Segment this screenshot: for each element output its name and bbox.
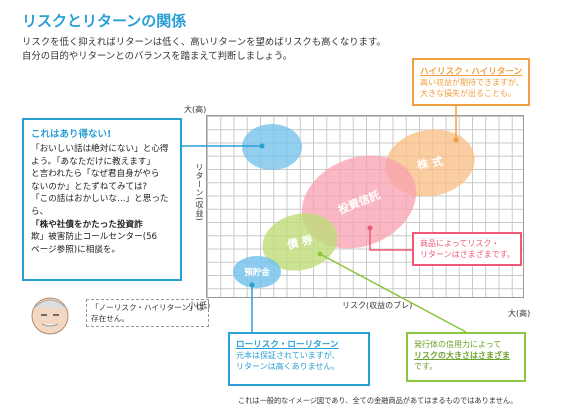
lead-text-1: リスクを低く抑えればリターンは低く、高いリターンを望めばリスクも高くなります。	[22, 37, 386, 48]
x-axis-high-label: 大(高)	[508, 309, 531, 318]
deposit-label: 預貯金	[244, 268, 270, 278]
callout-high-risk-line: 高い収益が期待できますが、	[420, 78, 524, 87]
callout-product-varies-line: リターンはさまざまです。	[420, 250, 515, 259]
mascot-face-icon	[31, 297, 69, 335]
callout-product-varies-body: 商品によってリスク・ リターンはさまざまです。	[420, 238, 515, 260]
connector-product-dot	[367, 225, 373, 231]
callout-low-risk-body: 元本は保証されていますが、 リターンは高くありません。	[236, 350, 362, 372]
lead-text-2: 自分の目的やリターンとのバランスを踏まえて判断しましょう。	[22, 51, 293, 62]
callout-impossible: これはあり得ない! 「おいしい話は絶対にない」と心得 よう。「あなただけに教えま…	[22, 118, 182, 281]
connector-low-dot	[249, 282, 255, 288]
callout-impossible-title: これはあり得ない!	[31, 129, 112, 140]
ideal-zone-blob	[242, 124, 302, 170]
callout-low-risk-line: 元本は保証されていますが、	[236, 351, 340, 360]
y-axis-low-label: 小(低)	[188, 301, 211, 310]
deposit-blob: 預貯金	[233, 256, 281, 288]
connector-ideal-dot	[259, 143, 265, 149]
callout-impossible-line: 「この話はおかしいな…」と思ったら、	[31, 194, 169, 217]
callout-impossible-body: 「おいしい話は絶対にない」と心得 よう。「あなただけに教えます」 と言われたら「…	[31, 143, 173, 256]
connector-product	[369, 228, 412, 251]
callout-high-risk-title: ハイリスク・ハイリターン	[420, 67, 523, 77]
callout-bond: 発行体の信用力によって リスクの大きさはさまざま です。	[406, 332, 526, 382]
callout-impossible-line: ないのか」とたずねてみては?	[31, 181, 148, 192]
callout-impossible-line: と言われたら「なぜ君自身がやら	[31, 169, 160, 180]
page-title: リスクとリターンの関係	[22, 12, 187, 30]
connector-bond-dot	[317, 251, 323, 257]
callout-high-risk-body: 高い収益が期待できますが、 大きな損失が出ることも。	[420, 77, 524, 99]
connector-high-dot	[453, 137, 459, 143]
connector-bond	[319, 253, 467, 333]
callout-impossible-line: 欺」被害防止コールセンター(56	[31, 232, 158, 243]
footnote: これは一般的なイメージ図であり、全ての金融商品があてはまるものではありません。	[238, 396, 518, 405]
callout-bond-line: 発行体の信用力によって	[414, 340, 502, 349]
callout-low-risk-line: リターンは高くありません。	[236, 362, 340, 371]
callout-impossible-line: 「おいしい話は絶対にない」と心得	[31, 144, 169, 154]
callout-bond-line: リスクの大きさはさまざま	[414, 351, 510, 360]
callout-low-risk: ローリスク・ローリターン 元本は保証されていますが、 リターンは高くありません。	[228, 332, 370, 386]
callout-product-varies: 商品によってリスク・ リターンはさまざまです。	[412, 232, 522, 266]
callout-impossible-line: 「株や社債をかたった投資詐	[31, 219, 143, 230]
no-risk-note: 「ノーリスク・ハイリターン」は 存在せん。	[86, 299, 210, 327]
callout-bond-body: 発行体の信用力によって リスクの大きさはさまざま です。	[414, 339, 518, 372]
callout-high-risk-line: 大きな損失が出ることも。	[420, 89, 516, 98]
callout-impossible-line: ページ参照)に相談を。	[31, 244, 121, 255]
callout-product-varies-line: 商品によってリスク・	[420, 239, 500, 248]
callout-bond-line: です。	[414, 362, 438, 371]
callout-high-risk: ハイリスク・ハイリターン 高い収益が期待できますが、 大きな損失が出ることも。	[412, 58, 530, 106]
y-axis-title: リターン(収益)	[195, 163, 204, 222]
no-risk-note-line: 「ノーリスク・ハイリターン」は	[91, 303, 205, 312]
y-axis-high-label: 大(高)	[184, 105, 207, 114]
x-axis-title: リスク(収益のブレ)	[342, 301, 413, 310]
callout-impossible-line: よう。「あなただけに教えます」	[31, 156, 156, 167]
no-risk-note-line: 存在せん。	[91, 314, 129, 323]
callout-low-risk-title: ローリスク・ローリターン	[236, 340, 339, 350]
